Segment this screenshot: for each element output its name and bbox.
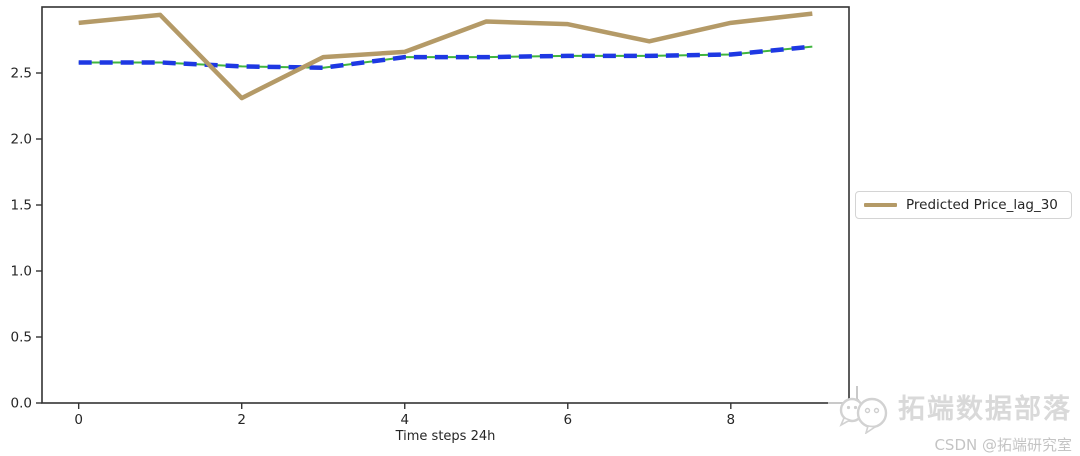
y-tick-label: 0.0 <box>11 396 32 412</box>
x-axis-title: Time steps 24h <box>395 429 496 444</box>
x-tick-label: 4 <box>400 412 409 428</box>
legend: Predicted Price_lag_30 <box>855 191 1072 219</box>
y-tick-label: 2.5 <box>11 66 32 82</box>
series-line-predicted-price-lag-30 <box>78 11 813 101</box>
x-tick-label: 0 <box>74 412 83 428</box>
legend-line-swatch <box>864 202 897 208</box>
x-tick-label: 8 <box>727 412 736 428</box>
y-tick-label: 0.5 <box>11 330 32 346</box>
x-tick-label: 6 <box>563 412 572 428</box>
plot-border <box>41 6 850 404</box>
x-tick-label: 2 <box>237 412 246 428</box>
series-line-dashed-blue-prediction <box>78 44 813 70</box>
y-tick-label: 1.0 <box>11 264 32 280</box>
legend-label: Predicted Price_lag_30 <box>906 197 1058 213</box>
y-tick-label: 2.0 <box>11 132 32 148</box>
y-tick-label: 1.5 <box>11 198 32 214</box>
